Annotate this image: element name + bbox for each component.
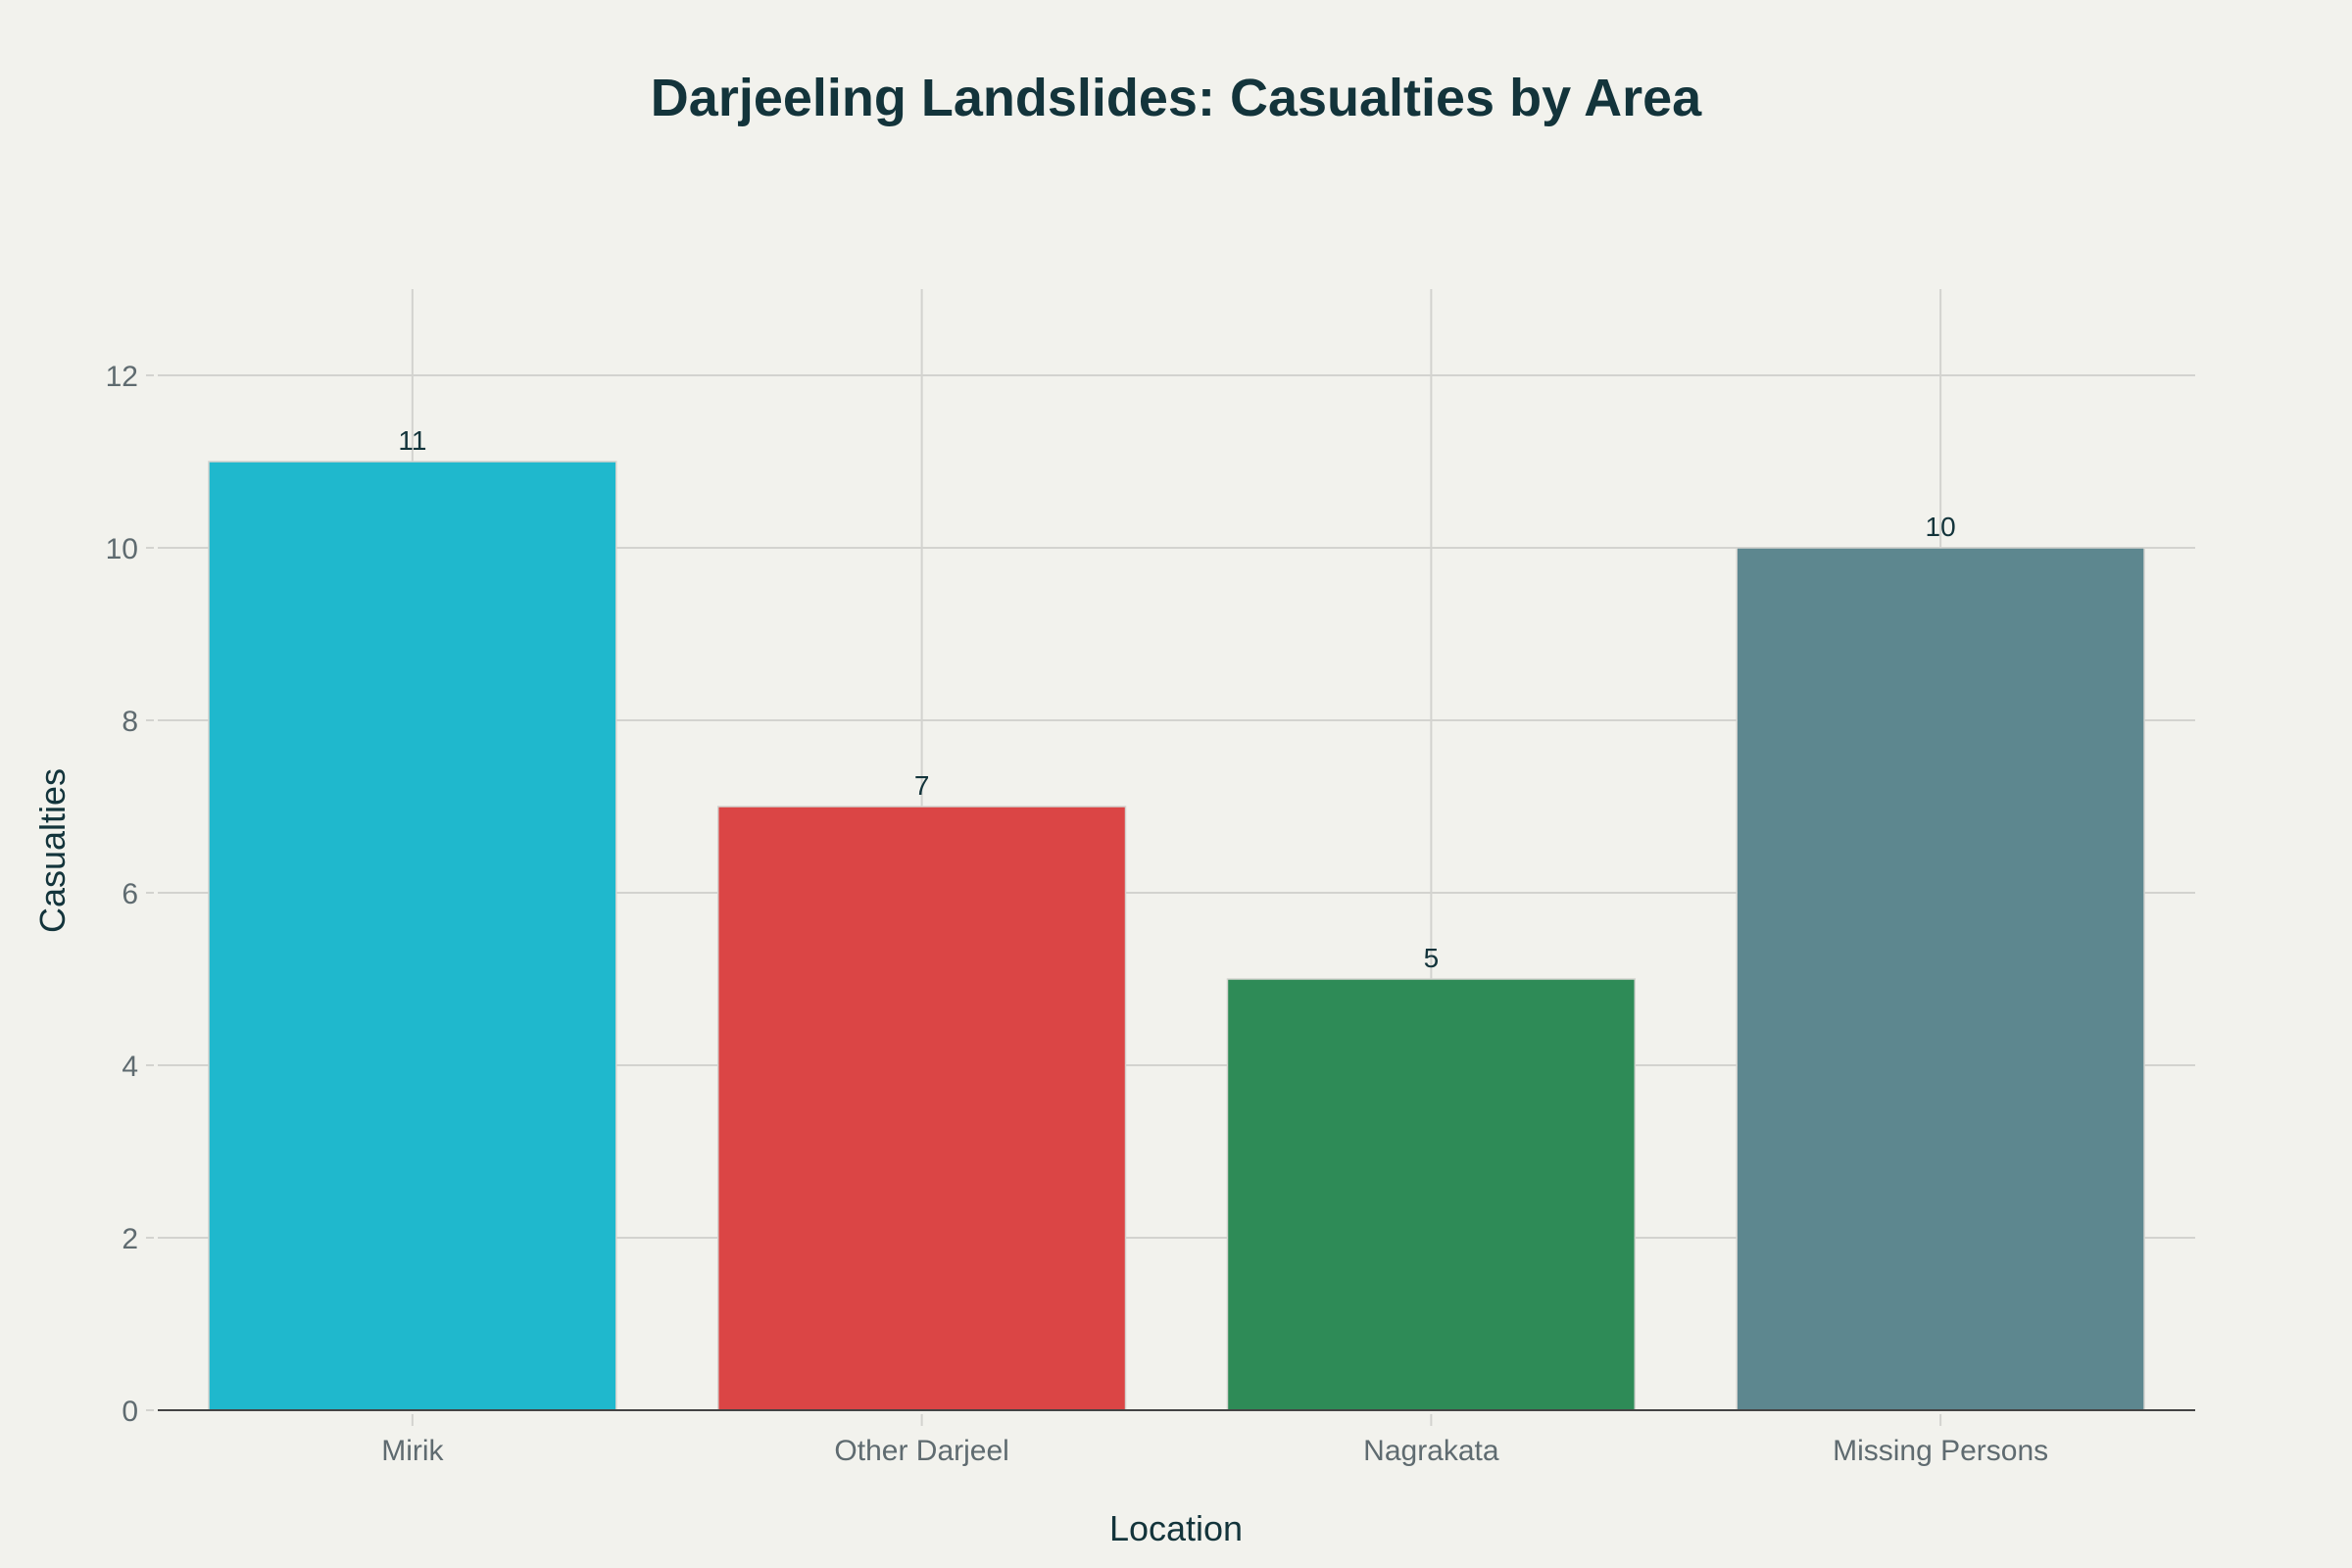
y-tick-label: 6: [122, 878, 138, 910]
y-tick-label: 8: [122, 706, 138, 738]
y-tick-label: 0: [122, 1396, 138, 1428]
data-label: 10: [1926, 512, 1956, 542]
x-tick-label: Other Darjeel: [834, 1435, 1008, 1467]
chart-title: Darjeeling Landslides: Casualties by Are…: [651, 69, 1702, 127]
data-label: 5: [1424, 943, 1440, 973]
y-tick-label: 12: [106, 361, 138, 393]
y-tick-label: 2: [122, 1223, 138, 1255]
bar-nagrakata: [1226, 978, 1637, 1411]
bar-missing-persons: [1736, 547, 2145, 1411]
data-label: 7: [914, 770, 930, 801]
y-tick-label: 4: [122, 1051, 138, 1083]
x-axis-label: Location: [1109, 1508, 1243, 1548]
x-tick-label: Mirik: [381, 1435, 444, 1467]
y-axis-label: Casualties: [32, 768, 73, 933]
bar-mirik: [208, 461, 617, 1411]
bars: 11 7 5 10: [208, 425, 2145, 1411]
bar-other-darjeel: [716, 806, 1127, 1411]
x-tick-label: Missing Persons: [1833, 1435, 2048, 1467]
y-tick-label: 10: [106, 533, 138, 565]
x-tick-label: Nagrakata: [1363, 1435, 1499, 1467]
x-axis-ticks: Mirik Other Darjeel Nagrakata Missing Perso…: [381, 1414, 2048, 1467]
y-axis-ticks: 0 2 4 6 8 10 12: [106, 361, 154, 1428]
data-label: 11: [398, 425, 426, 456]
